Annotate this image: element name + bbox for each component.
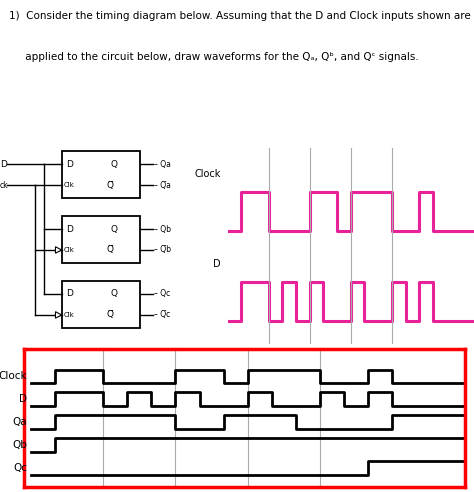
Text: D: D	[19, 395, 27, 404]
Polygon shape	[55, 311, 62, 318]
Text: Q̅: Q̅	[107, 310, 114, 319]
Text: applied to the circuit below, draw waveforms for the Qₐ, Qᵇ, and Qᶜ signals.: applied to the circuit below, draw wavef…	[9, 52, 419, 62]
Text: Q̅: Q̅	[107, 246, 114, 254]
Bar	[62, 280, 140, 328]
Text: Clk: Clk	[64, 182, 75, 188]
Text: – Qc: – Qc	[154, 289, 170, 299]
Text: Q: Q	[110, 289, 118, 299]
Text: – Q̅c: – Q̅c	[154, 310, 170, 319]
Text: – Q̅a: – Q̅a	[154, 181, 171, 189]
Text: Clock: Clock	[194, 169, 221, 180]
Text: Qc: Qc	[13, 463, 27, 473]
Text: D: D	[213, 259, 221, 269]
Text: Qb: Qb	[12, 440, 27, 450]
Text: Q: Q	[110, 224, 118, 234]
Polygon shape	[55, 246, 62, 253]
Text: – Qb: – Qb	[154, 224, 171, 234]
Text: D: D	[66, 289, 73, 299]
Text: 1)  Consider the timing diagram below. Assuming that the D and Clock inputs show: 1) Consider the timing diagram below. As…	[9, 11, 471, 21]
Text: D: D	[0, 159, 7, 169]
Bar	[62, 215, 140, 263]
Text: Q̅: Q̅	[107, 181, 114, 189]
Text: – Qa: – Qa	[154, 159, 171, 169]
Text: Clk: Clk	[64, 247, 75, 253]
Bar	[62, 151, 140, 198]
Text: Clk: Clk	[64, 312, 75, 318]
Text: – Q̅b: – Q̅b	[154, 246, 171, 254]
Text: Qa: Qa	[13, 417, 27, 428]
Text: Q: Q	[110, 159, 118, 169]
Text: Clock: Clock	[0, 371, 27, 381]
Text: D: D	[66, 159, 73, 169]
Text: ck: ck	[0, 181, 9, 189]
Text: D: D	[66, 224, 73, 234]
